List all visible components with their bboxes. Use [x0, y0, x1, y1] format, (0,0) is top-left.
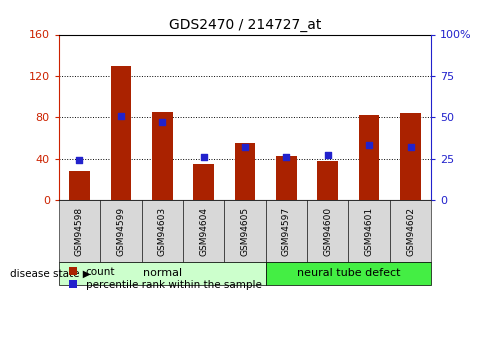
Text: GSM94598: GSM94598 — [75, 207, 84, 256]
Text: GSM94601: GSM94601 — [365, 207, 374, 256]
Bar — [318, 161, 338, 200]
Bar — [400, 113, 421, 200]
Bar — [152, 112, 172, 200]
Bar — [111, 66, 131, 200]
Point — [407, 144, 415, 150]
Legend: count, percentile rank within the sample: count, percentile rank within the sample — [69, 267, 262, 290]
Text: GSM94600: GSM94600 — [323, 207, 332, 256]
Text: GSM94597: GSM94597 — [282, 207, 291, 256]
Text: GSM94605: GSM94605 — [241, 207, 249, 256]
Text: normal: normal — [143, 268, 182, 278]
Bar — [69, 171, 90, 200]
Bar — [359, 115, 379, 200]
Bar — [193, 164, 214, 200]
Point — [75, 158, 83, 163]
Text: neural tube defect: neural tube defect — [296, 268, 400, 278]
Text: disease state ▶: disease state ▶ — [10, 268, 91, 278]
Bar — [235, 143, 255, 200]
Text: GSM94599: GSM94599 — [116, 207, 125, 256]
Title: GDS2470 / 214727_at: GDS2470 / 214727_at — [169, 18, 321, 32]
Text: GSM94602: GSM94602 — [406, 207, 415, 256]
Point — [324, 152, 332, 158]
Point — [282, 154, 290, 160]
Point — [365, 143, 373, 148]
Point — [200, 154, 208, 160]
Text: GSM94603: GSM94603 — [158, 207, 167, 256]
Point — [117, 113, 125, 118]
Point — [241, 144, 249, 150]
Bar — [276, 156, 297, 200]
Point — [158, 119, 166, 125]
Text: GSM94604: GSM94604 — [199, 207, 208, 256]
